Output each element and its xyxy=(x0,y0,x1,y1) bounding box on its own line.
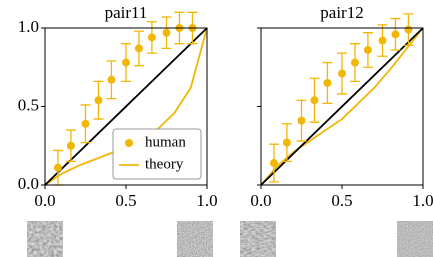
data-point xyxy=(94,96,102,104)
data-point xyxy=(391,30,399,38)
data-point xyxy=(82,120,90,128)
data-point xyxy=(283,139,291,147)
data-point xyxy=(107,76,115,84)
data-point xyxy=(270,159,278,167)
data-point xyxy=(67,142,75,150)
data-point xyxy=(148,33,156,41)
x-tick-label: 0.0 xyxy=(34,191,55,210)
texture-image xyxy=(177,221,213,257)
data-point xyxy=(298,117,306,125)
x-tick-label: 0.5 xyxy=(331,191,352,210)
y-tick-label: 0.0 xyxy=(18,174,39,193)
x-tick-label: 1.0 xyxy=(196,191,217,210)
data-point xyxy=(54,164,62,172)
x-tick-label: 0.5 xyxy=(115,191,136,210)
x-tick-label: 0.0 xyxy=(250,191,271,210)
x-tick-label: 1.0 xyxy=(412,191,433,210)
texture-image xyxy=(397,221,433,257)
data-point xyxy=(404,26,412,34)
data-point xyxy=(379,37,387,45)
chart-title: pair12 xyxy=(320,3,363,22)
data-point xyxy=(163,29,171,37)
y-tick-label: 0.5 xyxy=(18,95,39,114)
data-point xyxy=(351,59,359,67)
legend-marker xyxy=(125,139,133,147)
figure: pair11 0.0 0.5 1.0 0.0 0.5 1.0 human theory pair1… xyxy=(0,0,433,257)
data-point xyxy=(135,44,143,52)
data-point xyxy=(310,96,318,104)
texture-image xyxy=(240,221,276,257)
texture-image xyxy=(27,221,63,257)
chart-title: pair11 xyxy=(105,3,148,22)
data-point xyxy=(364,46,372,54)
legend-label: theory xyxy=(145,156,184,172)
data-point xyxy=(122,59,130,67)
y-tick-label: 1.0 xyxy=(18,17,39,36)
data-point xyxy=(323,79,331,87)
legend-label: human xyxy=(145,134,186,150)
data-point xyxy=(338,70,346,78)
